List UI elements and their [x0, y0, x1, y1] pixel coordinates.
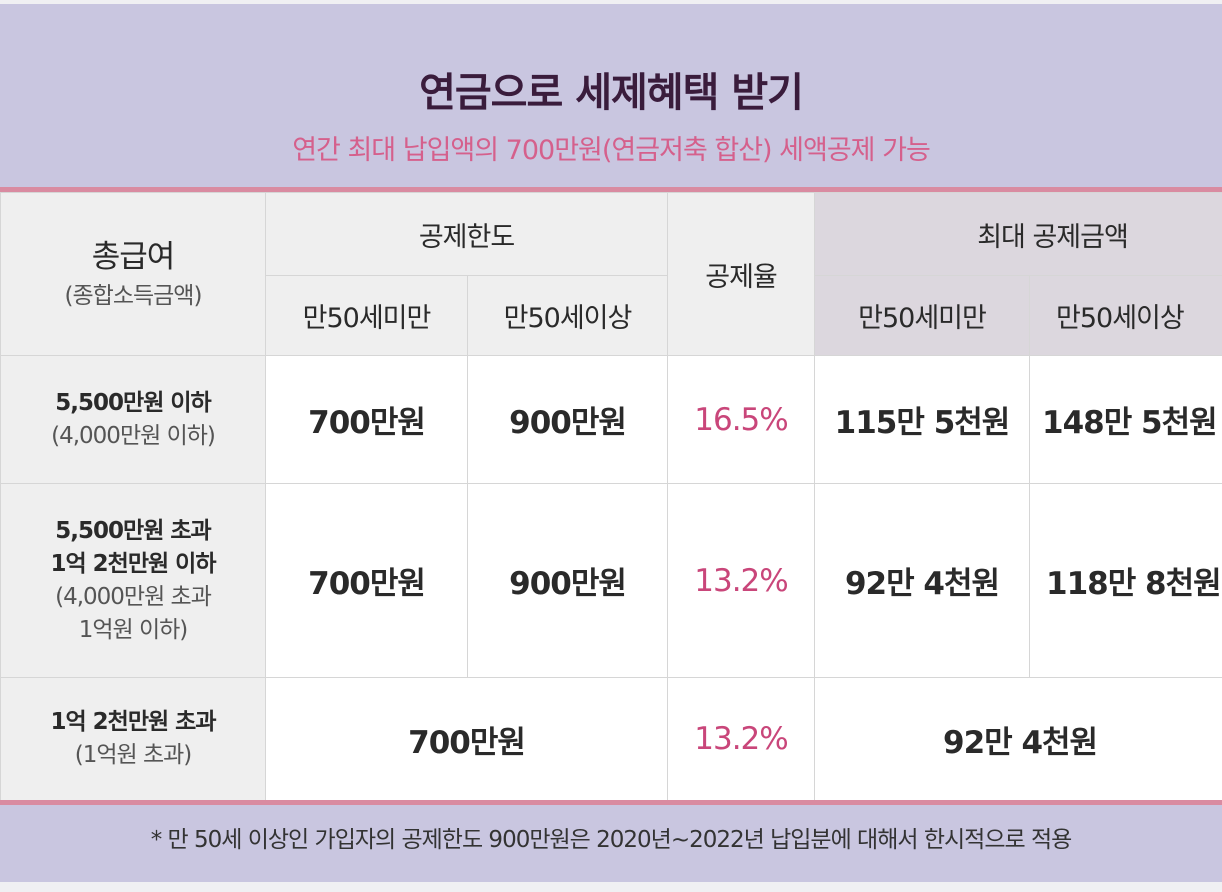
header-max: 최대 공제금액 — [814, 192, 1222, 276]
header-max-over50: 만50세이상 — [1029, 275, 1222, 356]
limit-under50: 700만원 — [265, 483, 468, 678]
header-limit-over50: 만50세이상 — [467, 275, 668, 356]
max: 92만 4천원 — [814, 677, 1222, 800]
table-row: 5,500만원 초과 1억 2천만원 이하 (4,000만원 초과 1억원 이하) 7… — [0, 483, 1222, 678]
page-title: 연금으로 세제혜택 받기 — [419, 70, 804, 116]
header-banner: 연금으로 세제혜택 받기 연간 최대 납입액의 700만원(연금저축 합산) 세… — [0, 4, 1222, 187]
rate: 13.2% — [667, 677, 815, 800]
header-max-under50: 만50세미만 — [814, 275, 1030, 356]
rate: 16.5% — [667, 355, 815, 484]
table-row: 5,500만원 이하 (4,000만원 이하) 700만원 900만원 16.5%… — [0, 355, 1222, 484]
divider-bottom — [0, 800, 1222, 805]
divider-top — [0, 187, 1222, 192]
footnote: * 만 50세 이상인 가입자의 공제한도 900만원은 2020년~2022년… — [0, 805, 1222, 882]
header-income: 총급여 (종합소득금액) — [0, 192, 266, 356]
row-label: 5,500만원 이하 (4,000만원 이하) — [0, 355, 266, 484]
max-over50: 118만 8천원 — [1029, 483, 1222, 678]
top-strip — [0, 0, 1222, 4]
row-label: 5,500만원 초과 1억 2천만원 이하 (4,000만원 초과 1억원 이하) — [0, 483, 266, 678]
header-limit: 공제한도 — [265, 192, 668, 276]
limit-under50: 700만원 — [265, 355, 468, 484]
header-limit-under50: 만50세미만 — [265, 275, 468, 356]
limit: 700만원 — [265, 677, 668, 800]
limit-over50: 900만원 — [467, 355, 668, 484]
rate: 13.2% — [667, 483, 815, 678]
limit-over50: 900만원 — [467, 483, 668, 678]
tax-benefit-table: 총급여 (종합소득금액) 공제한도 공제율 최대 공제금액 만50세미만 만50… — [0, 192, 1222, 800]
page-subtitle: 연간 최대 납입액의 700만원(연금저축 합산) 세액공제 가능 — [292, 135, 931, 166]
table-row: 1억 2천만원 초과 (1억원 초과) 700만원 13.2% 92만 4천원 — [0, 677, 1222, 800]
max-over50: 148만 5천원 — [1029, 355, 1222, 484]
header-rate: 공제율 — [667, 192, 815, 356]
max-under50: 92만 4천원 — [814, 483, 1030, 678]
max-under50: 115만 5천원 — [814, 355, 1030, 484]
row-label: 1억 2천만원 초과 (1억원 초과) — [0, 677, 266, 800]
